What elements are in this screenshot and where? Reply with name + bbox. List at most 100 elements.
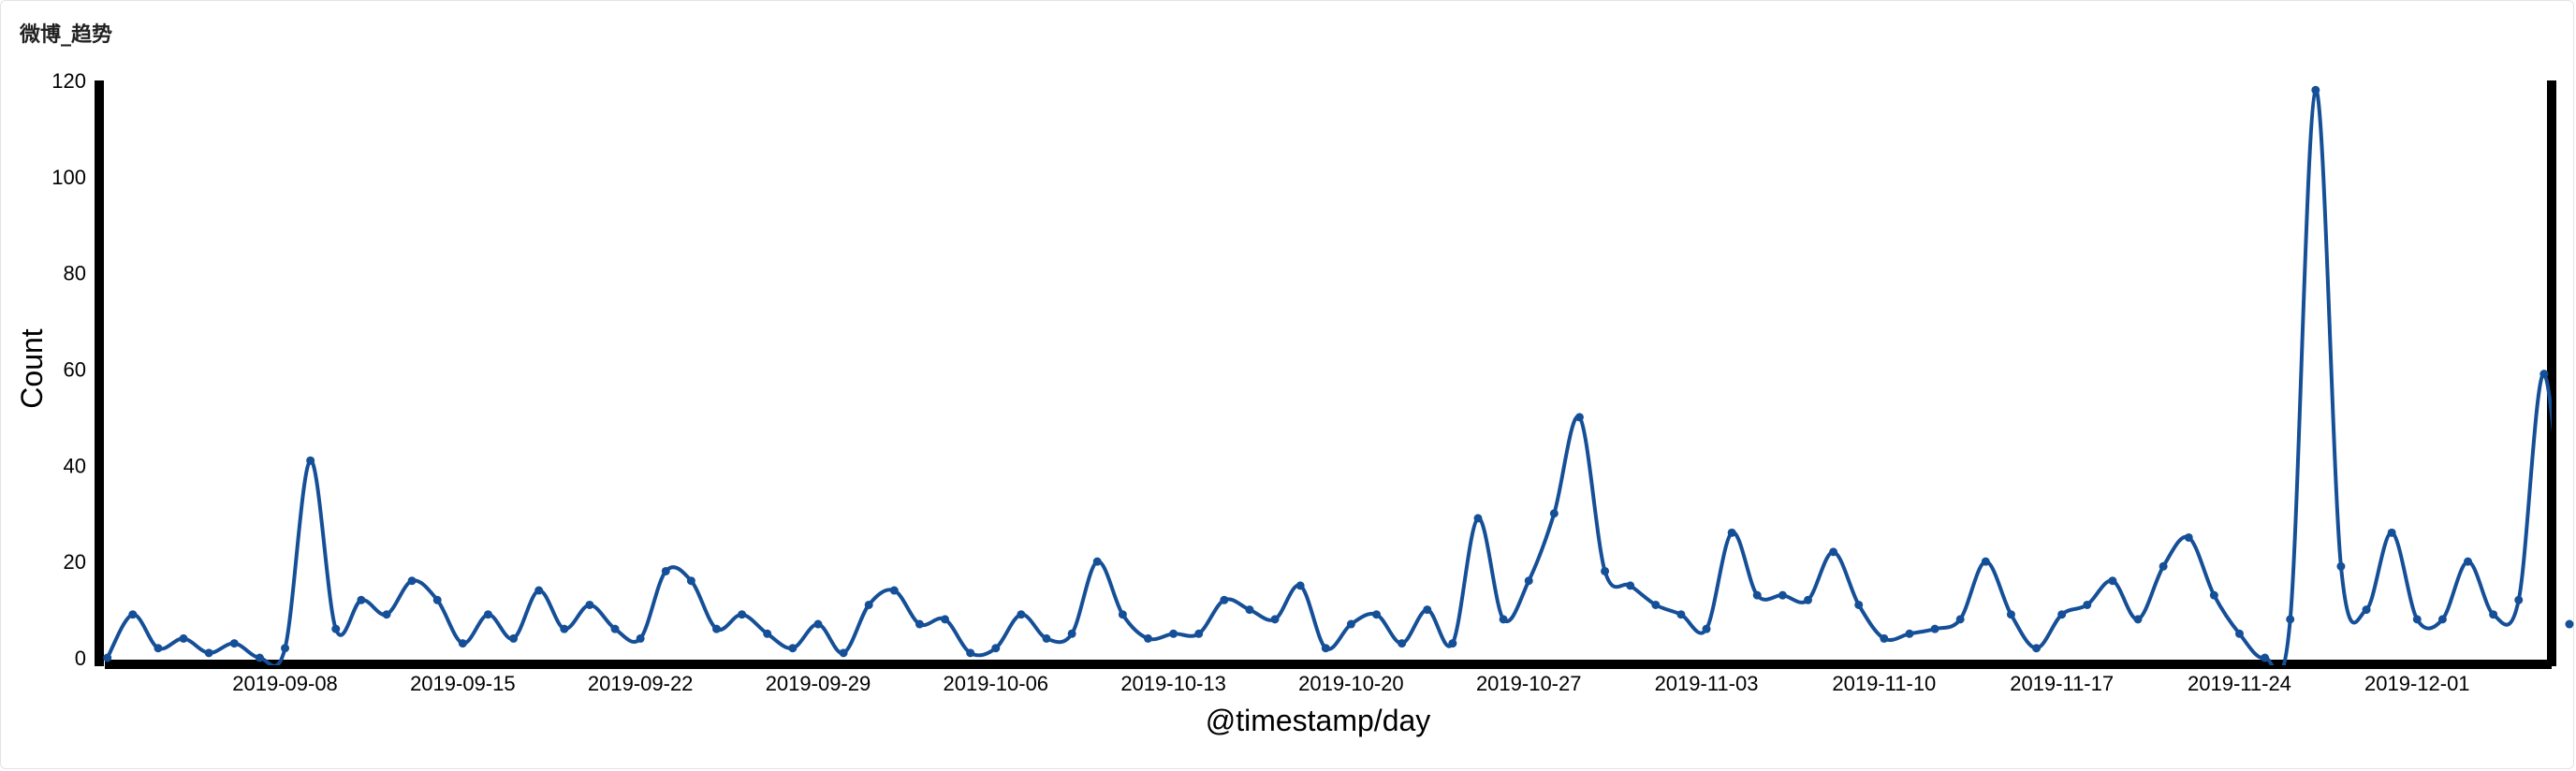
data-point[interactable] bbox=[1524, 576, 1533, 586]
data-point[interactable] bbox=[2133, 615, 2143, 624]
data-point[interactable] bbox=[1067, 629, 1076, 638]
data-point[interactable] bbox=[2006, 610, 2015, 619]
data-point[interactable] bbox=[204, 648, 213, 658]
data-point[interactable] bbox=[2437, 615, 2447, 624]
data-point[interactable] bbox=[1829, 547, 1838, 557]
data-point[interactable] bbox=[686, 576, 695, 586]
data-point[interactable] bbox=[1930, 624, 1939, 633]
data-point[interactable] bbox=[1905, 629, 1914, 638]
data-point[interactable] bbox=[255, 653, 264, 662]
data-point[interactable] bbox=[509, 633, 519, 643]
data-point[interactable] bbox=[1574, 413, 1584, 422]
data-point[interactable] bbox=[1398, 639, 1407, 648]
data-point[interactable] bbox=[1752, 590, 1762, 600]
data-point[interactable] bbox=[585, 600, 594, 609]
data-point[interactable] bbox=[1626, 581, 1635, 590]
data-point[interactable] bbox=[1017, 610, 1026, 619]
data-point[interactable] bbox=[1270, 615, 1280, 624]
data-point[interactable] bbox=[1220, 595, 1229, 604]
data-point[interactable] bbox=[281, 644, 290, 653]
data-point[interactable] bbox=[357, 595, 366, 604]
data-point[interactable] bbox=[179, 633, 188, 643]
data-point[interactable] bbox=[432, 595, 442, 604]
data-point[interactable] bbox=[331, 624, 341, 633]
data-point[interactable] bbox=[2311, 85, 2320, 95]
data-point[interactable] bbox=[1880, 633, 1889, 643]
data-point[interactable] bbox=[966, 648, 975, 658]
data-point[interactable] bbox=[2464, 557, 2473, 566]
data-point[interactable] bbox=[483, 610, 492, 619]
data-point[interactable] bbox=[2234, 629, 2244, 638]
data-point[interactable] bbox=[1676, 610, 1686, 619]
data-point[interactable] bbox=[2362, 605, 2371, 615]
data-point[interactable] bbox=[1118, 610, 1127, 619]
y-tick-label: 0 bbox=[75, 647, 86, 670]
data-point[interactable] bbox=[103, 653, 112, 662]
data-point[interactable] bbox=[1727, 528, 1736, 537]
data-point[interactable] bbox=[2032, 644, 2042, 653]
data-point[interactable] bbox=[560, 624, 569, 633]
data-point[interactable] bbox=[2261, 653, 2270, 662]
data-point[interactable] bbox=[1955, 615, 1965, 624]
data-point[interactable] bbox=[1651, 600, 1661, 609]
data-point[interactable] bbox=[1423, 605, 1432, 615]
data-point[interactable] bbox=[407, 576, 417, 586]
data-point[interactable] bbox=[1473, 514, 1483, 523]
data-point[interactable] bbox=[864, 600, 873, 609]
data-point[interactable] bbox=[2412, 615, 2422, 624]
data-point[interactable] bbox=[1702, 624, 1711, 633]
data-point[interactable] bbox=[128, 610, 138, 619]
data-point[interactable] bbox=[813, 619, 823, 629]
data-point[interactable] bbox=[2565, 619, 2574, 629]
data-point[interactable] bbox=[712, 624, 721, 633]
data-point[interactable] bbox=[1321, 644, 1330, 653]
data-point[interactable] bbox=[788, 644, 798, 653]
data-point[interactable] bbox=[610, 624, 620, 633]
data-point[interactable] bbox=[1143, 633, 1152, 643]
data-point[interactable] bbox=[1804, 595, 1812, 604]
data-point[interactable] bbox=[636, 633, 645, 643]
data-point[interactable] bbox=[839, 648, 848, 658]
data-point[interactable] bbox=[1448, 639, 1457, 648]
data-point[interactable] bbox=[2159, 561, 2168, 571]
data-point[interactable] bbox=[2514, 595, 2524, 604]
data-point[interactable] bbox=[1245, 605, 1254, 615]
data-point[interactable] bbox=[458, 639, 467, 648]
data-point[interactable] bbox=[941, 615, 950, 624]
data-point[interactable] bbox=[1601, 566, 1610, 575]
data-point[interactable] bbox=[534, 586, 544, 595]
data-point[interactable] bbox=[915, 619, 924, 629]
data-point[interactable] bbox=[738, 610, 747, 619]
data-point[interactable] bbox=[1295, 581, 1305, 590]
data-point[interactable] bbox=[2184, 532, 2193, 542]
data-point[interactable] bbox=[1169, 629, 1178, 638]
data-point[interactable] bbox=[2286, 615, 2295, 624]
data-point[interactable] bbox=[382, 610, 391, 619]
data-point[interactable] bbox=[1194, 629, 1204, 638]
data-point[interactable] bbox=[1499, 615, 1508, 624]
data-point[interactable] bbox=[229, 639, 239, 648]
data-point[interactable] bbox=[1092, 557, 1102, 566]
data-point[interactable] bbox=[154, 644, 163, 653]
data-point[interactable] bbox=[1778, 590, 1787, 600]
data-point[interactable] bbox=[991, 644, 1001, 653]
data-point[interactable] bbox=[2209, 590, 2218, 600]
data-point[interactable] bbox=[1981, 557, 1990, 566]
data-point[interactable] bbox=[763, 629, 772, 638]
data-point[interactable] bbox=[1549, 509, 1559, 518]
data-point[interactable] bbox=[1042, 633, 1051, 643]
data-point[interactable] bbox=[1854, 600, 1864, 609]
data-point[interactable] bbox=[306, 456, 315, 465]
data-point[interactable] bbox=[1346, 619, 1355, 629]
data-point[interactable] bbox=[2057, 610, 2067, 619]
data-point[interactable] bbox=[2539, 370, 2549, 379]
data-point[interactable] bbox=[661, 566, 670, 575]
data-point[interactable] bbox=[2108, 576, 2117, 586]
data-point[interactable] bbox=[2083, 600, 2092, 609]
data-point[interactable] bbox=[2489, 610, 2498, 619]
data-point[interactable] bbox=[2336, 561, 2346, 571]
data-point[interactable] bbox=[1372, 610, 1382, 619]
data-point[interactable] bbox=[889, 586, 899, 595]
x-tick-label: 2019-11-24 bbox=[2188, 672, 2291, 695]
data-point[interactable] bbox=[2387, 528, 2396, 537]
